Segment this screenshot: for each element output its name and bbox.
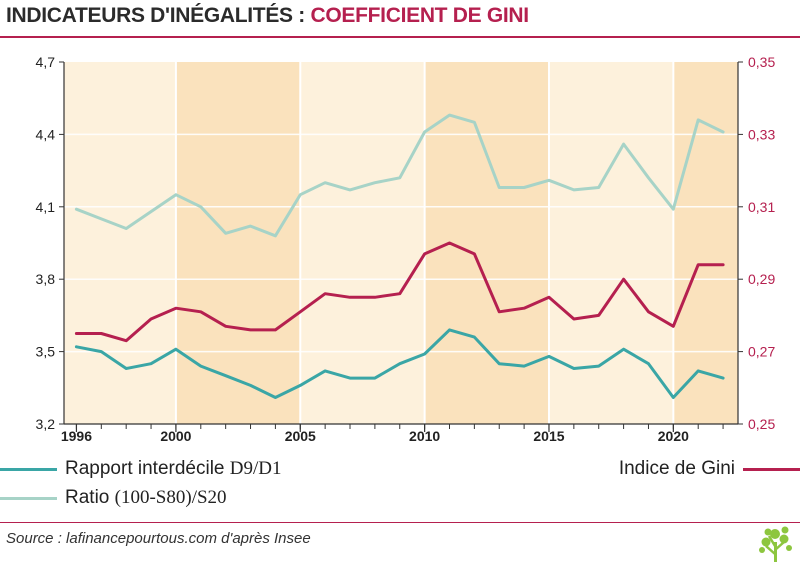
legend-item-interdecile: Rapport interdécile D9/D1 (0, 458, 282, 480)
legend-text-interdecile: Rapport interdécile (65, 458, 230, 479)
right-tick-label: 0,25 (748, 416, 775, 432)
left-tick-label: 4,1 (36, 199, 56, 215)
series-line-interdecile (74, 328, 725, 399)
bottom-rule (0, 522, 800, 523)
period-band-2 (300, 62, 425, 424)
legend-label-gini: Indice de Gini (618, 458, 735, 479)
legend-swatch-gini (743, 467, 800, 471)
legend-code-ratio: (100-S80)/S20 (114, 487, 227, 508)
legend-item-ratio: Ratio (100-S80)/S20 (0, 487, 227, 509)
x-tick-label: 2015 (533, 428, 564, 444)
x-tick-label: 1996 (61, 428, 92, 444)
left-tick-label: 3,2 (36, 416, 56, 432)
period-band-3 (424, 62, 549, 424)
right-tick-label: 0,27 (748, 344, 775, 360)
legend-item-gini: Indice de Gini (619, 458, 800, 480)
series-line-ratio (74, 113, 725, 238)
chart-area: 3,23,53,84,14,44,7 0,250,270,290,310,330… (36, 54, 776, 444)
right-tick-label: 0,35 (748, 54, 775, 70)
plot-frame (63, 62, 739, 425)
period-band-0 (64, 62, 176, 424)
source-note: Source : lafinancepourtous.com d'après I… (6, 530, 311, 547)
right-axis: 0,25 0,27 0,29 0,31 0,33 0,35 (738, 54, 775, 432)
left-axis: 3,2 3,5 3,8 4,1 4,4 4,7 (36, 54, 64, 432)
title-part-1: INDICATEURS D'INÉGALITÉS : (6, 4, 311, 27)
period-band-4 (548, 62, 674, 424)
right-tick-label: 0,29 (748, 271, 775, 287)
legend-swatch-ratio (0, 496, 57, 500)
right-tick-label: 0,33 (748, 126, 775, 142)
title-part-2: COEFFICIENT DE GINI (310, 4, 530, 27)
x-tick-label: 2005 (285, 428, 316, 444)
left-tick-label: 4,7 (36, 54, 56, 70)
chart-title: INDICATEURS D'INÉGALITÉS : COEFFICIENT D… (6, 4, 529, 28)
left-tick-label: 3,8 (36, 271, 56, 287)
legend-label-ratio: Ratio (100-S80)/S20 (65, 487, 227, 509)
x-axis: 1996 2000 2005 2010 2015 2020 (61, 424, 724, 444)
period-bands (64, 62, 738, 424)
left-tick-label: 4,4 (36, 126, 56, 142)
legend-swatch-interdecile (0, 467, 57, 471)
x-tick-label: 2010 (409, 428, 440, 444)
series-lines (74, 113, 725, 399)
title-bar: INDICATEURS D'INÉGALITÉS : COEFFICIENT D… (0, 0, 800, 36)
period-band-1 (175, 62, 301, 424)
legend-text-ratio: Ratio (65, 487, 115, 508)
legend-label-interdecile: Rapport interdécile D9/D1 (65, 458, 282, 480)
tree-logo-icon (759, 526, 792, 562)
x-tick-label: 2020 (658, 428, 689, 444)
period-band-5 (673, 62, 738, 424)
right-tick-label: 0,31 (748, 199, 775, 215)
left-tick-label: 3,5 (36, 344, 56, 360)
top-rule (0, 36, 800, 38)
series-line-gini (74, 241, 725, 343)
x-tick-label: 2000 (160, 428, 191, 444)
legend-code-interdecile: D9/D1 (229, 458, 282, 479)
